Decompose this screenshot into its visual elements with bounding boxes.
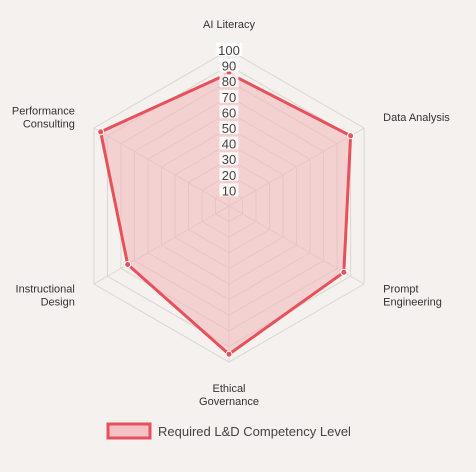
tick-label-bg <box>219 152 239 166</box>
tick-label-bg <box>219 167 239 181</box>
axis-label: Prompt Engineering <box>383 284 442 309</box>
data-point[interactable] <box>347 132 355 140</box>
tick-label: 40 <box>222 137 236 152</box>
data-point[interactable] <box>225 350 233 358</box>
axis-label: Data Analysis <box>383 112 450 124</box>
data-point[interactable] <box>340 268 348 276</box>
data-point[interactable] <box>97 128 105 136</box>
tick-label-bg <box>219 58 239 72</box>
tick-label: 10 <box>222 183 236 198</box>
tick-label-bg <box>215 43 243 56</box>
data-point[interactable] <box>124 261 132 268</box>
tick-label-bg <box>219 121 239 134</box>
legend[interactable]: Required L&D Competency Level <box>106 422 351 440</box>
tick-label: 20 <box>222 168 236 183</box>
tick-label: 80 <box>222 74 236 89</box>
tick-label-bg <box>219 183 239 197</box>
axis-label: Instructional Design <box>16 284 75 309</box>
tick-label: 30 <box>222 152 236 167</box>
axis-label: Performance Consulting <box>12 106 75 131</box>
tick-label-bg <box>219 89 239 103</box>
tick-label-bg <box>219 136 239 150</box>
tick-label: 50 <box>222 121 236 136</box>
axis-labels: AI Literacy Data Analysis Prompt Engineerin… <box>12 19 450 408</box>
tick-label-bg <box>219 74 239 88</box>
axis-label: Ethical Governance <box>199 383 259 408</box>
tick-label: 70 <box>222 90 236 105</box>
legend-swatch[interactable] <box>106 422 152 440</box>
axis-label: AI Literacy <box>203 19 255 31</box>
series-layer <box>97 69 355 358</box>
tick-label-bg <box>219 105 239 119</box>
tick-label: 90 <box>222 59 236 74</box>
tick-label: 60 <box>222 105 236 120</box>
tick-label: 100 <box>218 43 240 58</box>
legend-label[interactable]: Required L&D Competency Level <box>158 424 351 439</box>
